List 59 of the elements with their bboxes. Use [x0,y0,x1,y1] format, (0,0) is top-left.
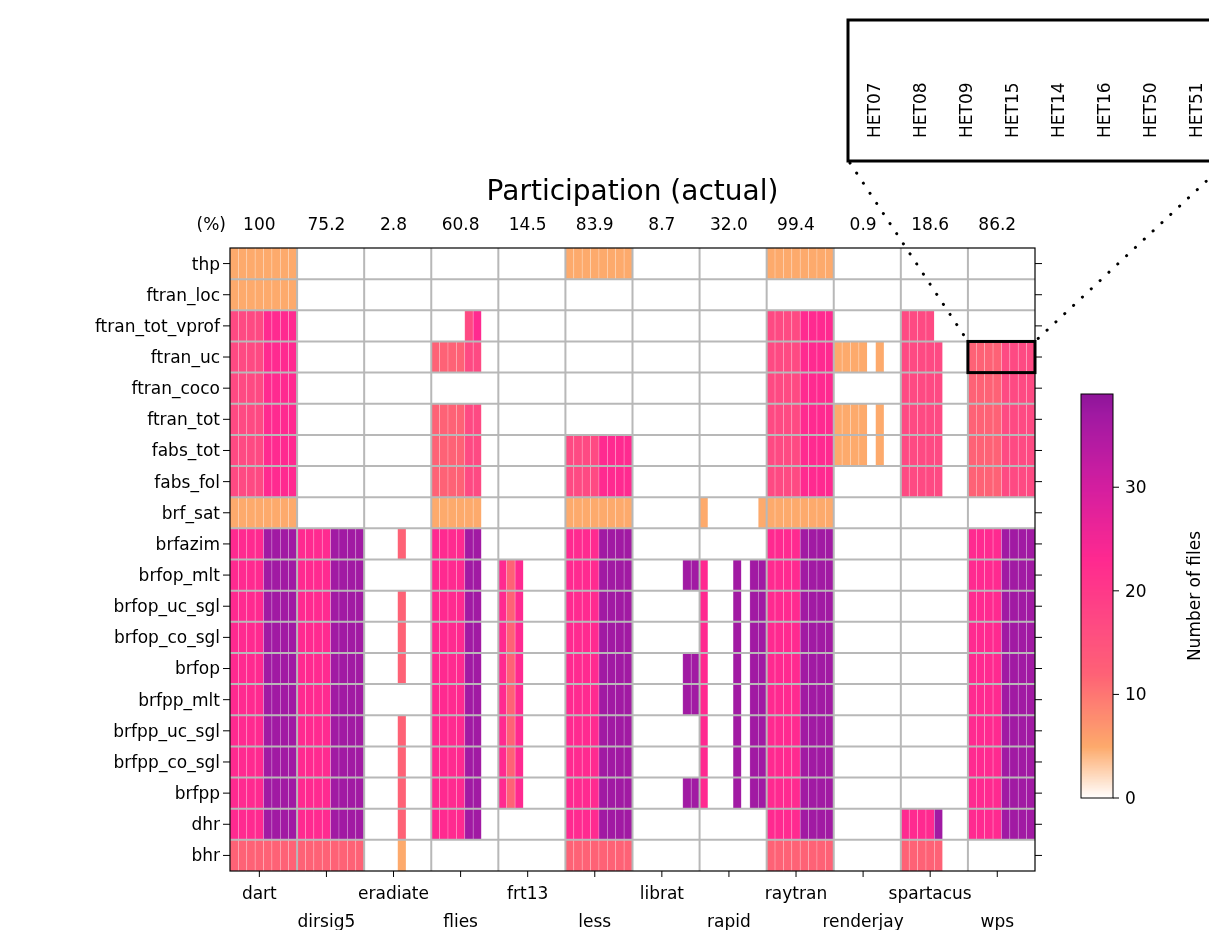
text: HET16 [1094,82,1114,138]
color-bar-label: 20 [1125,580,1147,601]
text: 60.8 [441,214,480,234]
y-tick-label: brfpp_uc_sgl [113,720,220,742]
x-tick-label: wps [980,911,1015,930]
text: HET07 [864,82,884,138]
text: 99.4 [777,214,815,234]
text: HET50 [1140,82,1160,138]
text: 32.0 [710,214,748,234]
text: 100 [243,214,276,234]
x-tick-label: rapid [707,911,751,930]
text: 83.9 [575,214,614,234]
color-bar-title: Number of files [1184,530,1204,662]
y-tick-label: brfpp_co_sgl [113,751,220,773]
x-tick-label: eradiate [358,883,429,903]
y-tick-label: brfpp [174,783,220,804]
x-tick-label: dart [241,883,278,903]
text: 14.5 [508,214,547,234]
text: HET51 [1186,82,1206,138]
x-tick-label: frt13 [507,883,549,903]
y-tick-label: ftran_tot_vprof [94,315,222,337]
color-bar-label: 0 [1125,787,1136,808]
y-tick-label: fabs_tot [151,440,221,462]
x-tick-label: renderjay [822,911,904,930]
text: HET15 [1002,82,1022,138]
y-tick-label: brf_sat [161,502,221,524]
text: 86.2 [978,214,1017,234]
y-tick-label: thp [191,253,220,274]
x-tick-label: less [578,911,612,930]
chart-title: Participation (actual) [486,174,779,207]
text: 18.6 [911,214,950,234]
y-tick-label: ftran_tot [147,409,221,431]
y-tick-label: brfop [175,658,220,679]
y-tick-label: brfop_uc_sgl [113,596,220,618]
text: 2.8 [379,214,408,234]
x-tick-label: flies [443,911,479,930]
x-tick-label: spartacus [888,883,972,903]
text: HET14 [1048,82,1068,138]
text: HET08 [910,82,930,138]
y-tick-label: ftran_uc [150,346,220,368]
y-tick-label: ftran_coco [131,378,220,400]
text: HET09 [956,82,976,138]
y-tick-label: brfpp_mlt [138,689,221,711]
x-tick-label: raytran [764,883,828,903]
x-tick-label: librat [639,883,685,903]
y-tick-label: brfop_co_sgl [113,627,220,649]
text: (%) [196,214,226,234]
y-tick-label: dhr [191,814,220,835]
y-tick-label: ftran_loc [146,284,220,306]
y-tick-label: brfazim [155,533,220,554]
text: 8.7 [648,214,676,234]
text: 75.2 [307,214,346,234]
y-tick-label: brfop_mlt [138,565,221,587]
x-tick-label: dirsig5 [297,911,356,930]
text: 0.9 [849,214,877,234]
y-tick-label: fabs_fol [154,471,220,493]
color-bar-label: 10 [1125,684,1147,705]
color-bar-label: 30 [1125,477,1147,498]
y-tick-label: bhr [191,845,220,866]
